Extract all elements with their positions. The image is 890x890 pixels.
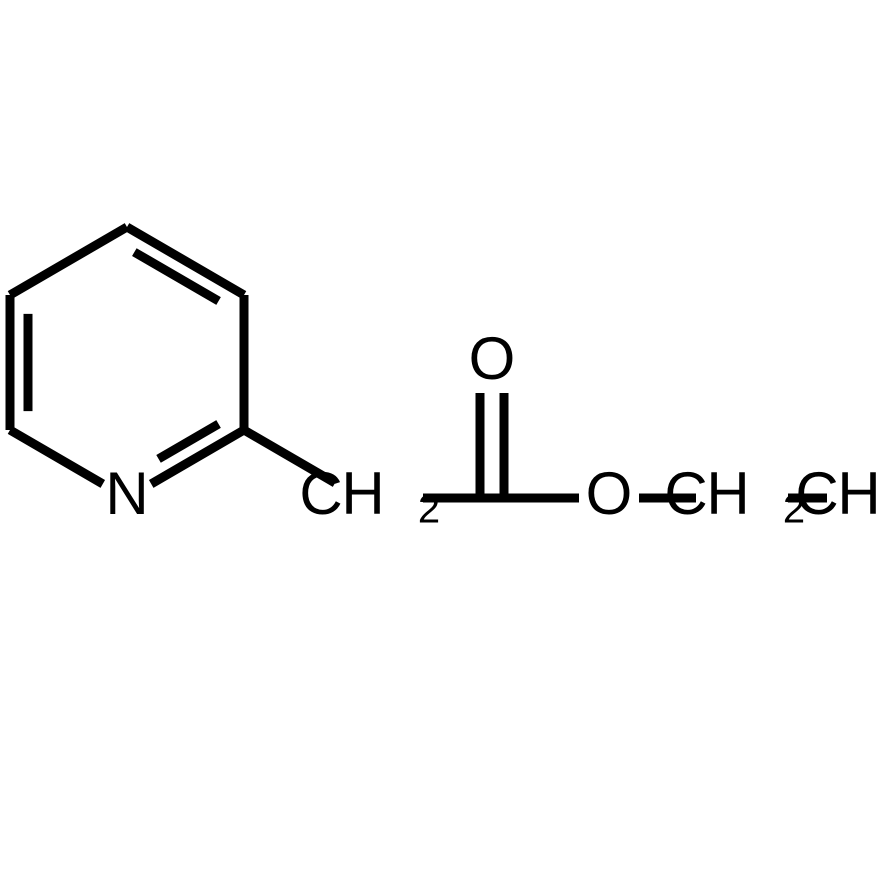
- atom-label: CH2: [664, 460, 805, 532]
- atom-symbol: C: [795, 460, 838, 527]
- atom-label: CH3: [795, 460, 890, 532]
- atom-symbol: O: [586, 460, 633, 527]
- atom-symbol: H: [706, 460, 749, 527]
- atom-symbol: N: [105, 460, 148, 527]
- chemical-structure: NCH2OOCH2CH3: [0, 0, 890, 890]
- atom-subscript: 2: [418, 488, 440, 532]
- atom-symbol: H: [341, 460, 384, 527]
- atom-label: O: [586, 460, 633, 527]
- atom-label: N: [105, 460, 148, 527]
- atom-label: CH2: [299, 460, 440, 532]
- atom-symbol: H: [837, 460, 880, 527]
- atom-label: O: [469, 325, 516, 392]
- atom-symbol: C: [299, 460, 342, 527]
- bond: [10, 227, 127, 295]
- atom-symbol: C: [664, 460, 707, 527]
- bond: [10, 430, 103, 484]
- atom-symbol: O: [469, 325, 516, 392]
